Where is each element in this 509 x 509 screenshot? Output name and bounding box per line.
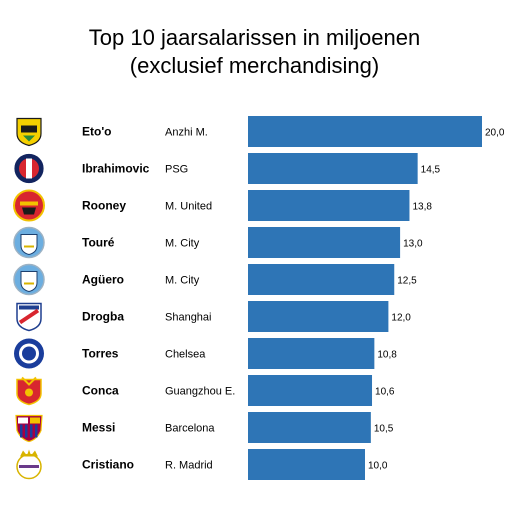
club-label: Chelsea <box>165 349 206 361</box>
value-label: 13,0 <box>403 239 423 250</box>
man-united-crest-icon <box>13 189 45 222</box>
player-name-label: Conca <box>82 384 119 398</box>
player-name-label: Rooney <box>82 199 126 213</box>
salary-bar <box>248 264 395 295</box>
value-label: 10,6 <box>375 387 395 398</box>
value-label: 13,8 <box>412 202 432 213</box>
player-name-label: Agüero <box>82 273 124 287</box>
barcelona-crest-icon <box>15 414 43 443</box>
salary-bar <box>248 338 375 369</box>
chart-title-line: Top 10 jaarsalarissen in miljoenen <box>88 25 421 50</box>
salary-bar <box>248 412 371 443</box>
club-label: M. City <box>165 238 200 250</box>
club-label: Shanghai <box>165 312 212 324</box>
man-city-crest-icon <box>13 263 45 296</box>
salary-bar <box>248 227 401 258</box>
player-name-label: Cristiano <box>82 458 134 472</box>
club-label: PSG <box>165 164 188 176</box>
player-name-label: Touré <box>82 236 115 250</box>
chart-subtitle: (exclusief merchandising) <box>129 53 380 78</box>
man-city-crest-icon <box>13 226 45 259</box>
salary-bar <box>248 301 389 332</box>
value-label: 10,0 <box>368 461 388 472</box>
player-name-label: Drogba <box>82 310 124 324</box>
psg-crest-icon <box>13 153 45 184</box>
value-label: 14,5 <box>421 165 441 176</box>
value-label: 20,0 <box>485 128 505 139</box>
salary-bar <box>248 116 482 147</box>
value-label: 12,5 <box>397 276 417 287</box>
chelsea-crest-icon <box>14 338 44 369</box>
club-label: Anzhi M. <box>165 127 208 139</box>
chart-title: Top 10 jaarsalarissen in miljoenen (excl… <box>0 24 509 80</box>
salary-bar <box>248 375 373 406</box>
salary-bar <box>248 153 418 184</box>
shanghai-shenhua-crest-icon <box>16 302 42 332</box>
club-label: Barcelona <box>165 423 215 435</box>
salary-bar <box>248 449 365 480</box>
club-label: M. United <box>165 201 212 213</box>
anzhi-crest-icon <box>16 117 42 147</box>
value-label: 12,0 <box>391 313 411 324</box>
player-name-label: Messi <box>82 421 115 435</box>
salary-bar <box>248 190 410 221</box>
player-name-label: Torres <box>82 347 119 361</box>
club-label: Guangzhou E. <box>165 386 235 398</box>
real-madrid-crest-icon <box>16 449 42 480</box>
club-label: R. Madrid <box>165 460 213 472</box>
club-label: M. City <box>165 275 200 287</box>
player-name-label: Eto'o <box>82 125 112 139</box>
guangzhou-evergrande-crest-icon <box>16 376 42 406</box>
player-name-label: Ibrahimovic <box>82 162 150 176</box>
value-label: 10,8 <box>377 350 397 361</box>
value-label: 10,5 <box>374 424 394 435</box>
